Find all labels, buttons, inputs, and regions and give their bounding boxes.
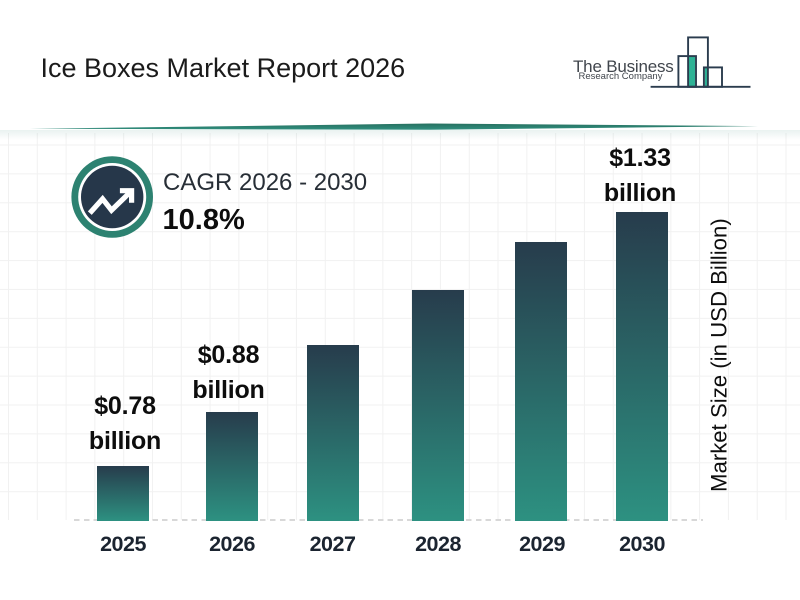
svg-text:Market Size (in USD Billion): Market Size (in USD Billion) [707, 218, 732, 492]
